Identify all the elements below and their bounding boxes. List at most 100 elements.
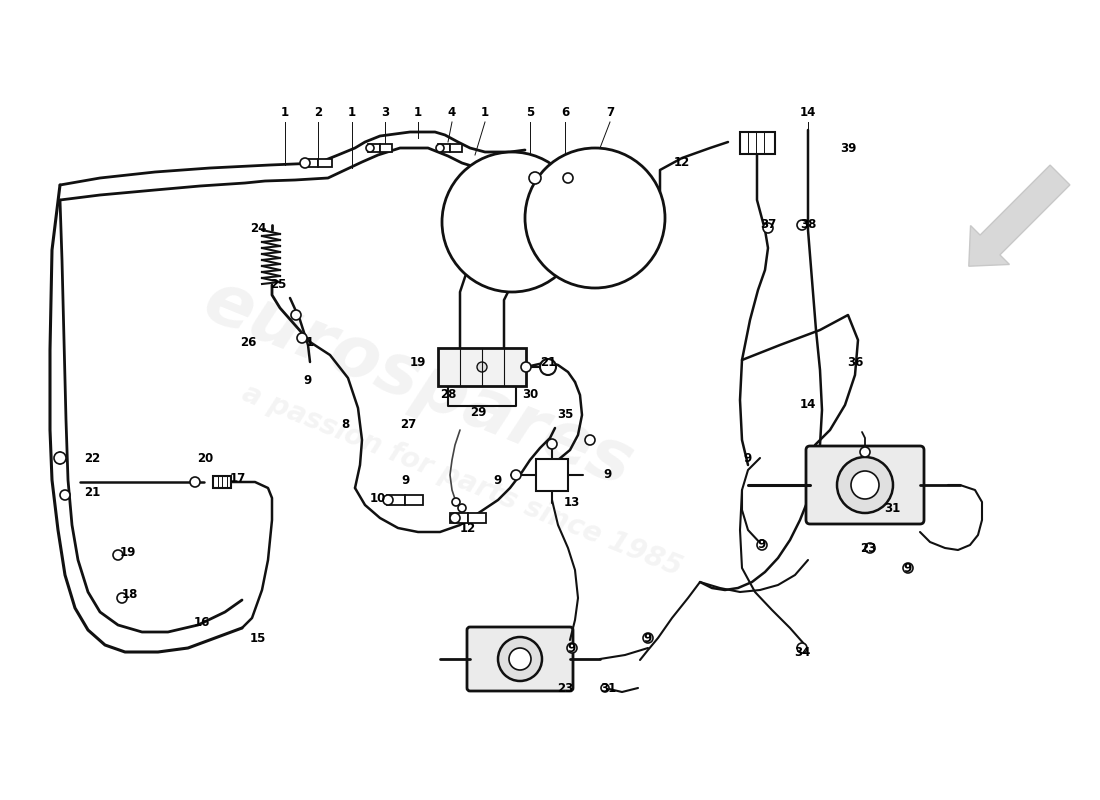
Text: 15: 15 bbox=[250, 631, 266, 645]
Text: 7: 7 bbox=[606, 106, 614, 118]
Text: 12: 12 bbox=[460, 522, 476, 534]
FancyBboxPatch shape bbox=[468, 627, 573, 691]
Text: 1: 1 bbox=[414, 106, 422, 118]
Text: 10: 10 bbox=[370, 491, 386, 505]
Circle shape bbox=[60, 490, 70, 500]
Circle shape bbox=[860, 447, 870, 457]
Text: 37: 37 bbox=[760, 218, 777, 231]
Circle shape bbox=[113, 550, 123, 560]
Circle shape bbox=[300, 158, 310, 168]
Text: 14: 14 bbox=[800, 106, 816, 118]
Circle shape bbox=[529, 172, 541, 184]
Text: 20: 20 bbox=[197, 451, 213, 465]
Text: 9: 9 bbox=[904, 562, 912, 574]
Circle shape bbox=[521, 362, 531, 372]
Text: 1: 1 bbox=[306, 335, 315, 349]
Circle shape bbox=[837, 457, 893, 513]
Text: 1: 1 bbox=[280, 106, 289, 118]
Bar bbox=[405, 495, 424, 505]
Text: 19: 19 bbox=[120, 546, 136, 558]
Circle shape bbox=[509, 648, 531, 670]
Bar bbox=[438, 348, 526, 386]
Text: 34: 34 bbox=[794, 646, 811, 658]
FancyBboxPatch shape bbox=[806, 446, 924, 524]
Text: 8: 8 bbox=[341, 418, 349, 431]
Circle shape bbox=[383, 495, 393, 505]
Text: 31: 31 bbox=[600, 682, 616, 694]
Text: 1: 1 bbox=[481, 106, 490, 118]
Circle shape bbox=[903, 563, 913, 573]
Circle shape bbox=[450, 513, 460, 523]
Bar bbox=[318, 159, 332, 167]
Circle shape bbox=[865, 543, 874, 553]
Bar bbox=[368, 144, 379, 152]
Text: 14: 14 bbox=[800, 398, 816, 411]
Text: a passion for parts since 1985: a passion for parts since 1985 bbox=[238, 378, 686, 582]
Circle shape bbox=[851, 471, 879, 499]
Text: 2: 2 bbox=[314, 106, 322, 118]
Bar bbox=[387, 495, 405, 505]
Bar bbox=[213, 476, 231, 488]
Circle shape bbox=[601, 684, 609, 692]
FancyArrow shape bbox=[969, 165, 1070, 266]
Text: 21: 21 bbox=[84, 486, 100, 498]
Text: 4: 4 bbox=[448, 106, 456, 118]
Circle shape bbox=[297, 333, 307, 343]
Text: 26: 26 bbox=[240, 335, 256, 349]
Bar bbox=[468, 513, 486, 523]
Circle shape bbox=[452, 498, 460, 506]
Bar bbox=[379, 144, 392, 152]
Circle shape bbox=[498, 637, 542, 681]
Text: 9: 9 bbox=[494, 474, 502, 486]
Circle shape bbox=[757, 540, 767, 550]
Circle shape bbox=[563, 173, 573, 183]
Text: 12: 12 bbox=[674, 155, 690, 169]
Circle shape bbox=[366, 144, 374, 152]
Text: 9: 9 bbox=[304, 374, 312, 386]
Text: 36: 36 bbox=[847, 355, 864, 369]
Bar bbox=[450, 144, 462, 152]
Bar bbox=[304, 159, 318, 167]
Text: 28: 28 bbox=[440, 389, 456, 402]
Text: 13: 13 bbox=[564, 495, 580, 509]
Text: 9: 9 bbox=[644, 631, 652, 645]
Text: 5: 5 bbox=[526, 106, 535, 118]
Text: 9: 9 bbox=[744, 451, 752, 465]
Circle shape bbox=[585, 435, 595, 445]
Text: 30: 30 bbox=[521, 389, 538, 402]
Circle shape bbox=[442, 152, 582, 292]
Text: 18: 18 bbox=[122, 589, 139, 602]
Text: 9: 9 bbox=[400, 474, 409, 486]
Circle shape bbox=[54, 452, 66, 464]
Text: 9: 9 bbox=[758, 538, 766, 551]
Circle shape bbox=[540, 359, 556, 375]
Circle shape bbox=[763, 223, 773, 233]
Bar bbox=[740, 132, 776, 154]
Text: 3: 3 bbox=[381, 106, 389, 118]
Circle shape bbox=[458, 504, 466, 512]
Text: 35: 35 bbox=[557, 409, 573, 422]
Text: 31: 31 bbox=[884, 502, 900, 514]
Text: 27: 27 bbox=[400, 418, 416, 431]
Circle shape bbox=[547, 439, 557, 449]
Text: 16: 16 bbox=[194, 615, 210, 629]
Text: 23: 23 bbox=[557, 682, 573, 694]
Bar bbox=[438, 144, 450, 152]
Text: 19: 19 bbox=[410, 355, 426, 369]
Text: 25: 25 bbox=[270, 278, 286, 291]
Text: 1: 1 bbox=[348, 106, 356, 118]
Circle shape bbox=[798, 643, 807, 653]
Circle shape bbox=[798, 220, 807, 230]
Text: 9: 9 bbox=[604, 469, 612, 482]
Text: 21: 21 bbox=[540, 355, 557, 369]
Circle shape bbox=[566, 643, 578, 653]
Circle shape bbox=[190, 477, 200, 487]
Text: 24: 24 bbox=[250, 222, 266, 234]
Circle shape bbox=[436, 144, 444, 152]
Text: 9: 9 bbox=[568, 642, 576, 654]
Text: 6: 6 bbox=[561, 106, 569, 118]
Circle shape bbox=[512, 470, 521, 480]
Circle shape bbox=[117, 593, 126, 603]
Circle shape bbox=[477, 362, 487, 372]
Text: 23: 23 bbox=[860, 542, 876, 554]
